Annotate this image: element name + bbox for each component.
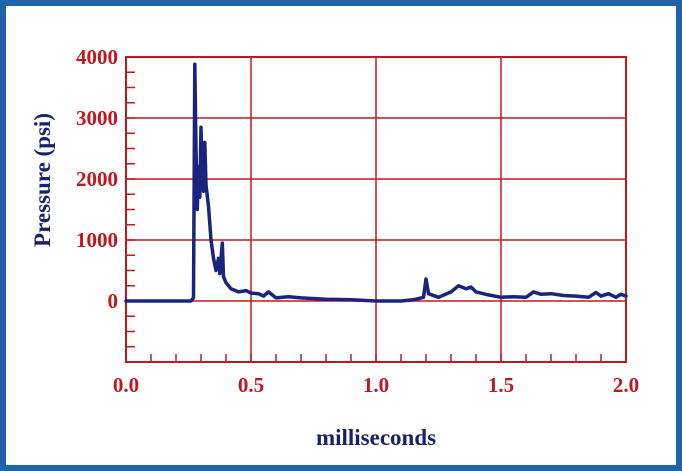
x-tick-label: 1.0 (363, 373, 389, 397)
grid (125, 56, 627, 363)
x-tick-label: 2.0 (613, 373, 639, 397)
y-tick-label: 1000 (76, 228, 118, 252)
y-tick-label: 4000 (76, 45, 118, 69)
y-tick-label: 2000 (76, 167, 118, 191)
x-tick-labels: 0.0 0.5 1.0 1.5 2.0 (113, 373, 639, 397)
y-axis-label: Pressure (psi) (30, 113, 55, 247)
x-axis-label: milliseconds (316, 425, 436, 450)
series-layer (124, 62, 628, 303)
y-tick-label: 3000 (76, 106, 118, 130)
x-tick-label: 1.5 (488, 373, 514, 397)
pressure-series-line (124, 62, 628, 303)
y-tick-label: 0 (108, 289, 119, 313)
x-tick-label: 0.5 (238, 373, 264, 397)
x-tick-label: 0.0 (113, 373, 139, 397)
y-tick-labels: 4000 3000 2000 1000 0 (76, 45, 118, 313)
